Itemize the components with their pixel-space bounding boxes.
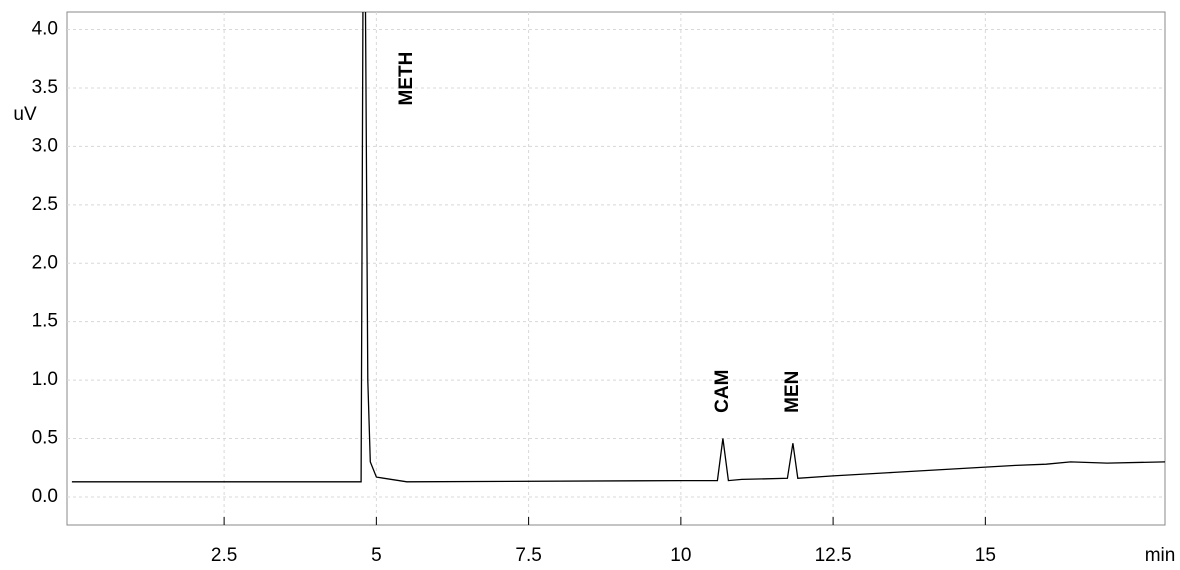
trace-line xyxy=(71,12,1165,483)
y-tick-label: 3.0 xyxy=(32,135,58,156)
peak-label: MEN xyxy=(782,371,803,413)
y-tick-label: 2.0 xyxy=(32,252,58,273)
plot-frame xyxy=(66,11,1166,526)
x-tick-label: 7.5 xyxy=(515,545,541,566)
x-axis-label: min xyxy=(1145,545,1176,566)
y-tick-label: 0.0 xyxy=(32,486,58,507)
x-tick-label: 12.5 xyxy=(815,545,852,566)
y-tick-label: 1.5 xyxy=(32,311,58,332)
y-tick-label: 2.5 xyxy=(32,194,58,215)
x-tick-label: 15 xyxy=(975,545,996,566)
x-tick-label: 5 xyxy=(371,545,382,566)
y-tick-label: 3.5 xyxy=(32,77,58,98)
y-tick-label: 0.5 xyxy=(32,428,58,449)
y-axis-label: uV xyxy=(13,104,37,125)
peak-label: CAM xyxy=(712,370,733,413)
plot-area xyxy=(71,12,1165,483)
y-tick-label: 1.0 xyxy=(32,369,58,390)
peak-label: METH xyxy=(396,52,417,106)
x-tick-label: 2.5 xyxy=(211,545,237,566)
y-tick-label: 4.0 xyxy=(32,19,58,40)
x-tick-label: 10 xyxy=(670,545,691,566)
